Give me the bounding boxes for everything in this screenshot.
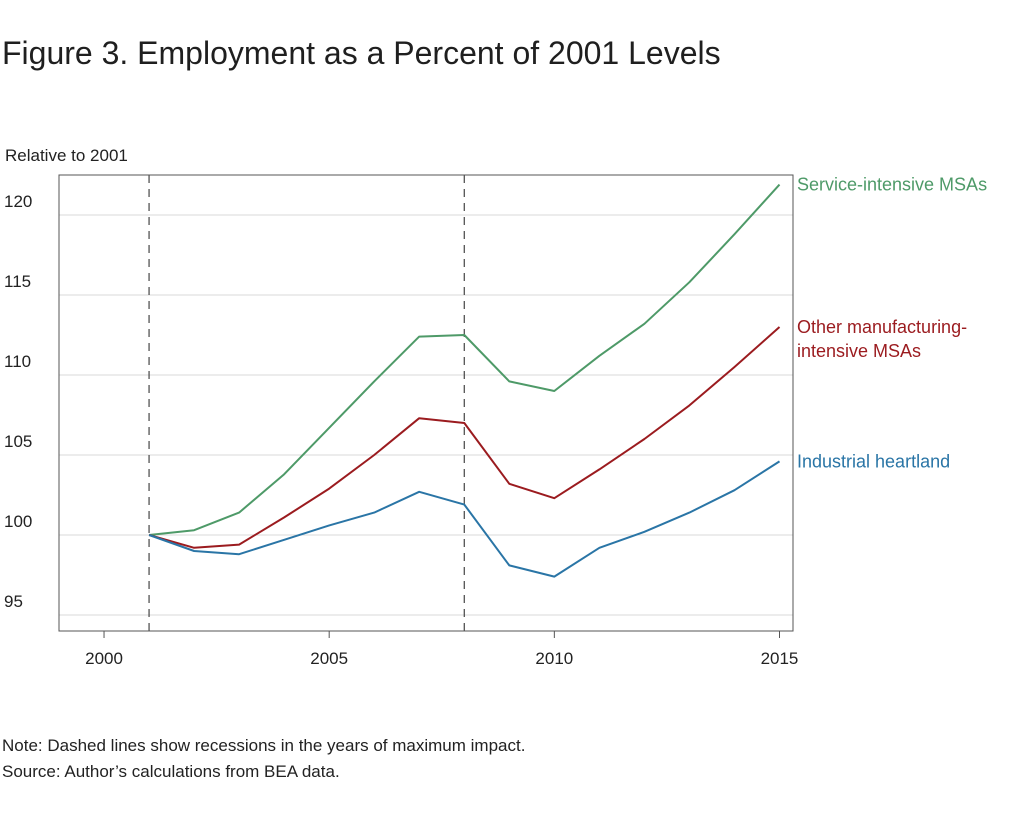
x-tick-label-2000: 2000 (85, 649, 123, 668)
series-labels: Service-intensive MSAs Other manufacturin… (797, 175, 987, 472)
x-axis-ticks: 2000 2005 2010 2015 (85, 631, 798, 668)
chart-title: Figure 3. Employment as a Percent of 200… (2, 35, 721, 71)
series-line-other-manufacturing-intensive-msas (148, 326, 781, 549)
series-line-industrial-heartland (148, 460, 781, 578)
y-tick-label-115: 115 (4, 272, 31, 291)
plot-frame (58, 174, 794, 632)
y-tick-label-105: 105 (4, 432, 32, 451)
series-lines (148, 183, 781, 578)
series-label-industrial-heartland: Industrial heartland (797, 451, 950, 471)
series-line-service-intensive-msas (148, 183, 781, 536)
y-tick-label-120: 120 (4, 192, 32, 211)
chart-note: Note: Dashed lines show recessions in th… (2, 736, 526, 755)
y-axis-ticks: 95 100 105 110 115 120 (4, 192, 32, 611)
x-tick-label-2015: 2015 (761, 649, 799, 668)
y-tick-label-100: 100 (4, 512, 32, 531)
recession-markers (148, 175, 465, 631)
y-tick-label-95: 95 (4, 592, 23, 611)
y-tick-label-110: 110 (4, 352, 31, 371)
x-tick-label-2010: 2010 (535, 649, 573, 668)
gridlines (59, 214, 793, 616)
series-label-service-intensive-msas: Service-intensive MSAs (797, 175, 987, 195)
y-axis-label: Relative to 2001 (5, 146, 128, 165)
chart-source: Source: Author’s calculations from BEA d… (2, 762, 340, 781)
series-label-other-manufacturing-intensive-msas-line1: Other manufacturing- (797, 317, 967, 337)
x-tick-label-2005: 2005 (310, 649, 348, 668)
series-label-other-manufacturing-intensive-msas-line2: intensive MSAs (797, 341, 921, 361)
